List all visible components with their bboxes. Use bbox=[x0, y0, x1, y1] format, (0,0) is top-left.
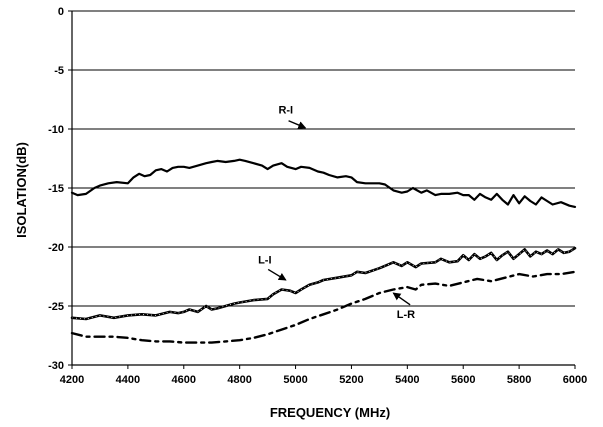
y-tick-label: -5 bbox=[54, 65, 64, 77]
x-tick-label: 5000 bbox=[283, 374, 307, 386]
x-tick-label: 4200 bbox=[60, 374, 84, 386]
series-line-r-i bbox=[70, 158, 577, 208]
axes bbox=[68, 10, 576, 369]
annotations: R-I L-I L-R bbox=[258, 105, 415, 321]
x-tick-label: 4600 bbox=[172, 374, 196, 386]
y-tick-label: -15 bbox=[48, 183, 64, 195]
y-tick-label: -25 bbox=[48, 301, 64, 313]
tick-labels: 0 -5 -10 -15 -20 -25 -30 4200 4400 4600 4800 5000 52… bbox=[48, 6, 587, 386]
x-tick-label: 5200 bbox=[339, 374, 363, 386]
series-line-l-r bbox=[70, 270, 577, 344]
grid-lines bbox=[72, 10, 575, 307]
x-tick-label: 4800 bbox=[227, 374, 251, 386]
y-axis-title: ISOLATION(dB) bbox=[14, 142, 29, 238]
annotation-arrow-l-r bbox=[392, 292, 411, 306]
x-tick-label: 5800 bbox=[507, 374, 531, 386]
y-tick-label: -20 bbox=[48, 242, 64, 254]
annotation-label-l-i: L-I bbox=[258, 255, 271, 267]
y-tick-label: 0 bbox=[58, 6, 64, 18]
annotation-label-r-i: R-I bbox=[278, 105, 293, 117]
y-tick-label: -30 bbox=[48, 360, 64, 372]
series-line-l-i bbox=[70, 246, 577, 321]
x-tick-label: 5600 bbox=[451, 374, 475, 386]
annotation-label-l-r: L-R bbox=[397, 309, 415, 321]
annotation-arrow-l-i bbox=[267, 268, 287, 281]
x-tick-label: 6000 bbox=[563, 374, 587, 386]
series-group bbox=[70, 158, 577, 344]
x-tick-label: 5400 bbox=[395, 374, 419, 386]
y-tick-label: -10 bbox=[48, 124, 64, 136]
x-tick-label: 4400 bbox=[116, 374, 140, 386]
annotation-arrow-r-i bbox=[288, 120, 307, 129]
x-axis-title: FREQUENCY (MHz) bbox=[270, 405, 390, 420]
